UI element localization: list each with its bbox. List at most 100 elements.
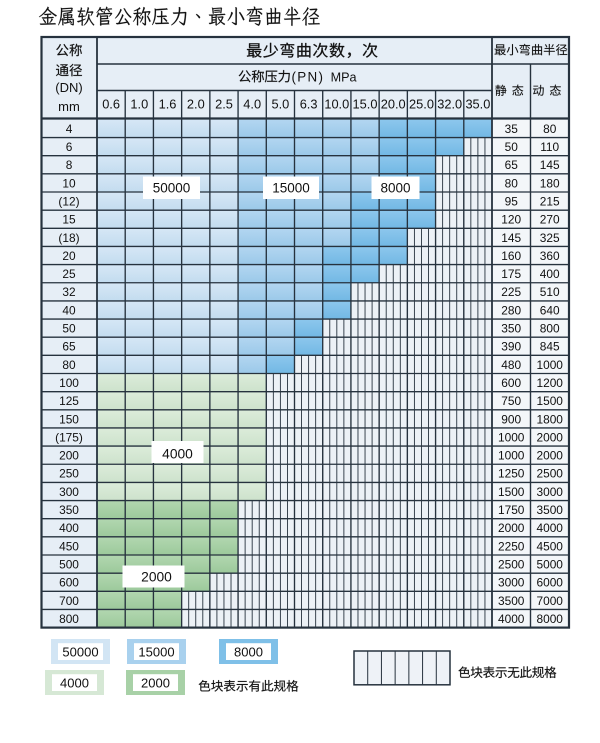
svg-text:2.0: 2.0 bbox=[187, 97, 205, 112]
svg-text:300: 300 bbox=[59, 485, 79, 499]
svg-text:2500: 2500 bbox=[498, 558, 525, 572]
svg-text:80: 80 bbox=[543, 122, 557, 136]
svg-text:4000: 4000 bbox=[162, 446, 193, 461]
svg-text:8000: 8000 bbox=[536, 612, 563, 626]
svg-text:1.0: 1.0 bbox=[130, 97, 148, 112]
svg-text:250: 250 bbox=[59, 467, 79, 481]
svg-text:215: 215 bbox=[540, 195, 560, 209]
svg-text:3000: 3000 bbox=[536, 485, 563, 499]
svg-text:325: 325 bbox=[540, 231, 560, 245]
svg-text:35.0: 35.0 bbox=[465, 97, 490, 112]
svg-text:10: 10 bbox=[62, 176, 76, 190]
svg-text:3500: 3500 bbox=[536, 503, 563, 517]
svg-text:(18): (18) bbox=[58, 231, 79, 245]
svg-text:1.6: 1.6 bbox=[159, 97, 177, 112]
svg-text:225: 225 bbox=[501, 285, 521, 299]
svg-text:(PN): (PN) bbox=[292, 69, 325, 84]
svg-text:200: 200 bbox=[59, 449, 79, 463]
svg-text:1500: 1500 bbox=[498, 485, 525, 499]
svg-text:50: 50 bbox=[62, 322, 76, 336]
svg-text:2000: 2000 bbox=[141, 675, 170, 690]
svg-text:6000: 6000 bbox=[536, 576, 563, 590]
svg-text:2250: 2250 bbox=[498, 539, 525, 553]
svg-text:270: 270 bbox=[540, 213, 560, 227]
svg-text:(175): (175) bbox=[55, 430, 83, 444]
svg-text:80: 80 bbox=[505, 176, 519, 190]
svg-text:2000: 2000 bbox=[536, 430, 563, 444]
svg-text:(12): (12) bbox=[58, 195, 79, 209]
svg-text:5000: 5000 bbox=[536, 558, 563, 572]
svg-text:15000: 15000 bbox=[138, 644, 174, 659]
svg-text:600: 600 bbox=[59, 576, 79, 590]
svg-text:15: 15 bbox=[62, 213, 76, 227]
svg-text:800: 800 bbox=[540, 322, 560, 336]
svg-text:mm: mm bbox=[58, 99, 80, 114]
svg-text:2000: 2000 bbox=[141, 570, 172, 585]
svg-text:360: 360 bbox=[540, 249, 560, 263]
svg-text:4500: 4500 bbox=[536, 539, 563, 553]
svg-text:145: 145 bbox=[540, 158, 560, 172]
svg-text:3500: 3500 bbox=[498, 594, 525, 608]
svg-text:800: 800 bbox=[59, 612, 79, 626]
svg-text:700: 700 bbox=[59, 594, 79, 608]
svg-text:8000: 8000 bbox=[380, 181, 410, 196]
svg-text:20: 20 bbox=[62, 249, 76, 263]
svg-text:1750: 1750 bbox=[498, 503, 525, 517]
svg-text:120: 120 bbox=[501, 213, 521, 227]
svg-text:10.0: 10.0 bbox=[324, 97, 349, 112]
svg-text:1250: 1250 bbox=[498, 467, 525, 481]
svg-text:600: 600 bbox=[501, 376, 521, 390]
svg-text:2500: 2500 bbox=[536, 467, 563, 481]
svg-text:1000: 1000 bbox=[498, 449, 525, 463]
svg-text:25.0: 25.0 bbox=[409, 97, 434, 112]
svg-text:65: 65 bbox=[62, 340, 76, 354]
svg-text:400: 400 bbox=[540, 267, 560, 281]
svg-text:450: 450 bbox=[59, 539, 79, 553]
svg-text:350: 350 bbox=[59, 503, 79, 517]
svg-text:MPa: MPa bbox=[331, 70, 357, 84]
svg-text:3000: 3000 bbox=[498, 576, 525, 590]
svg-text:(DN): (DN) bbox=[55, 80, 82, 95]
svg-text:15000: 15000 bbox=[272, 181, 310, 196]
svg-text:845: 845 bbox=[540, 340, 560, 354]
svg-text:175: 175 bbox=[501, 267, 521, 281]
svg-text:1000: 1000 bbox=[498, 430, 525, 444]
svg-text:750: 750 bbox=[501, 394, 521, 408]
svg-text:50000: 50000 bbox=[153, 181, 191, 196]
svg-text:4: 4 bbox=[66, 122, 73, 136]
svg-text:7000: 7000 bbox=[536, 594, 563, 608]
svg-text:2.5: 2.5 bbox=[215, 97, 233, 112]
svg-text:80: 80 bbox=[62, 358, 76, 372]
svg-text:400: 400 bbox=[59, 521, 79, 535]
svg-text:8000: 8000 bbox=[234, 644, 263, 659]
svg-text:180: 180 bbox=[540, 176, 560, 190]
svg-text:2000: 2000 bbox=[498, 521, 525, 535]
svg-text:0.6: 0.6 bbox=[102, 97, 120, 112]
svg-text:32.0: 32.0 bbox=[437, 97, 462, 112]
svg-text:480: 480 bbox=[501, 358, 521, 372]
svg-text:1800: 1800 bbox=[536, 412, 563, 426]
svg-text:40: 40 bbox=[62, 303, 76, 317]
svg-text:640: 640 bbox=[540, 303, 560, 317]
svg-text:145: 145 bbox=[501, 231, 521, 245]
svg-text:6: 6 bbox=[66, 140, 73, 154]
svg-text:160: 160 bbox=[501, 249, 521, 263]
svg-text:350: 350 bbox=[501, 322, 521, 336]
svg-text:280: 280 bbox=[501, 303, 521, 317]
svg-text:390: 390 bbox=[501, 340, 521, 354]
svg-text:15.0: 15.0 bbox=[353, 97, 378, 112]
svg-text:900: 900 bbox=[501, 412, 521, 426]
svg-text:150: 150 bbox=[59, 412, 79, 426]
svg-text:5.0: 5.0 bbox=[272, 97, 290, 112]
svg-text:8: 8 bbox=[66, 158, 73, 172]
svg-text:510: 510 bbox=[540, 285, 560, 299]
svg-text:100: 100 bbox=[59, 376, 79, 390]
svg-text:50: 50 bbox=[505, 140, 519, 154]
svg-text:110: 110 bbox=[540, 140, 559, 154]
svg-text:1200: 1200 bbox=[536, 376, 563, 390]
svg-text:6.3: 6.3 bbox=[300, 97, 318, 112]
svg-text:125: 125 bbox=[59, 394, 79, 408]
svg-text:32: 32 bbox=[62, 285, 76, 299]
svg-text:4000: 4000 bbox=[498, 612, 525, 626]
svg-text:25: 25 bbox=[62, 267, 76, 281]
